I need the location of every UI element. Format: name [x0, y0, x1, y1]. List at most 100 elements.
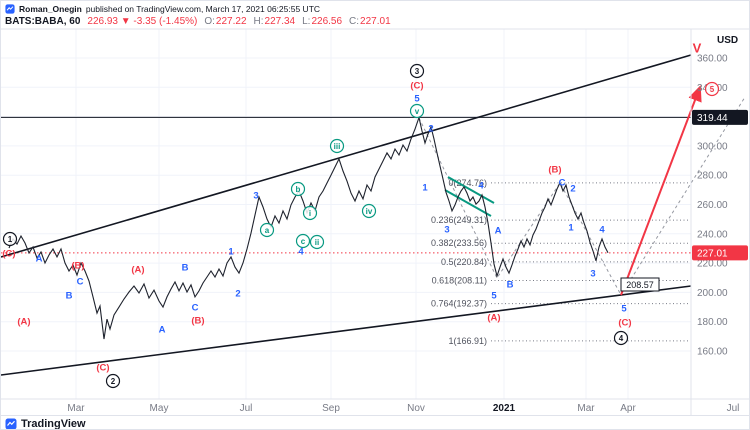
last-change-text: 226.93 ▼ -3.35 (-1.45%)	[87, 16, 198, 27]
price-axis-label: 360.00	[697, 54, 728, 65]
wave-label: (B)	[191, 316, 204, 327]
wave-label: (B)	[548, 165, 561, 176]
price-badge-label: 319.44	[697, 113, 728, 124]
wave-label: 5	[621, 304, 627, 315]
ohlc-open-value: 227.22	[215, 16, 247, 27]
wave-label: 5	[414, 94, 420, 105]
wave-label-circle	[613, 330, 629, 346]
wave-label: i	[309, 209, 311, 218]
price-axis-label: 300.00	[697, 141, 728, 152]
time-axis-label: Nov	[407, 403, 425, 414]
currency-label[interactable]: USD	[717, 35, 738, 46]
ohlc-high-value: 227.34	[264, 16, 296, 27]
wave-label: 2	[428, 124, 433, 135]
price-axis-label: 180.00	[697, 317, 728, 328]
price-badge	[692, 245, 748, 261]
wave-label: (C)	[96, 363, 109, 374]
wave-label: iv	[366, 207, 373, 216]
trendline	[1, 54, 692, 258]
wave-label-circle	[302, 205, 318, 221]
fib-level-label: 0.764(192.37)	[431, 299, 487, 309]
price-axis-label: 260.00	[697, 200, 728, 211]
wave-label: 1	[228, 247, 234, 258]
wave-label: iii	[334, 142, 341, 151]
ohlc-close-value: 227.01	[360, 16, 391, 27]
price-axis-label: 280.00	[697, 171, 728, 182]
tradingview-logo-icon[interactable]	[5, 418, 17, 430]
wave-label: C	[192, 303, 199, 314]
time-axis-label: Mar	[577, 403, 595, 414]
time-axis-label: Apr	[620, 403, 636, 414]
ohlc-high-label: H:	[253, 16, 264, 27]
symbol-title: BATS:BABA, 60	[5, 16, 81, 27]
ohlc-low-label: L:	[302, 16, 311, 27]
price-series-line	[8, 115, 609, 340]
price-badge-label: 227.01	[697, 248, 728, 259]
wave-label: 2	[111, 377, 116, 386]
wave-label: (A)	[17, 317, 30, 328]
wave-label: 3	[415, 67, 420, 76]
wave-label: 1	[422, 183, 428, 194]
wave-label: B	[182, 263, 189, 274]
footer-bar: TradingView	[1, 415, 749, 430]
wave-label: 3	[590, 269, 595, 280]
wave-label: A	[36, 254, 43, 265]
price-axis-label: 220.00	[697, 259, 728, 270]
wave-label-circle	[290, 181, 306, 197]
author-name[interactable]: Roman_Onegin	[19, 3, 82, 14]
wave-label-circle	[2, 231, 18, 247]
wave-label: 5	[491, 291, 497, 302]
wave-label-circle	[409, 103, 425, 119]
wave-label: (C)	[410, 81, 423, 92]
wave-label: (C)	[618, 318, 631, 329]
wave-label-circle	[309, 234, 325, 250]
trendline	[1, 285, 692, 376]
time-axis-label: May	[150, 403, 169, 414]
fib-level-label: 0.618(208.11)	[432, 276, 487, 286]
wave-label: 4	[298, 247, 304, 258]
wave-label: 4	[619, 334, 624, 343]
price-axis-label: 240.00	[697, 229, 728, 240]
wave-label: A	[159, 325, 166, 336]
wave-label: 3	[444, 225, 449, 236]
ohlc-low: L: 226.56	[302, 16, 342, 27]
tradingview-wordmark[interactable]: TradingView	[21, 417, 86, 430]
fib-level-label: 1(166.91)	[448, 336, 487, 346]
wave-label-circle	[259, 222, 275, 238]
wave-label: 5	[710, 85, 715, 94]
ohlc-close: C: 227.01	[349, 16, 391, 27]
wave-label: 4	[478, 181, 484, 192]
time-axis-label: Jul	[240, 403, 253, 414]
wave-label-circle	[105, 373, 121, 389]
wave-label: (B)	[71, 261, 84, 272]
fib-level-label: 0.236(249.31)	[431, 215, 487, 225]
fib-level-label: 0.382(233.56)	[431, 238, 487, 248]
wave-label: c	[301, 237, 306, 246]
wave-label-circle	[409, 63, 425, 79]
wave-label: (A)	[487, 313, 500, 324]
fib-level-label: 0.5(220.84)	[441, 257, 487, 267]
wave-label: 3	[253, 191, 258, 202]
price-flag-box	[620, 277, 660, 292]
price-badge	[692, 109, 748, 125]
wave-label: (A)	[131, 265, 144, 276]
ohlc-high: H: 227.34	[254, 16, 296, 27]
wave-label: B	[66, 291, 73, 302]
publish-byline: Roman_Onegin published on TradingView.co…	[5, 3, 320, 14]
fib-level-label: 0(274.76)	[448, 178, 487, 188]
wave-label: b	[296, 185, 301, 194]
wave-label: C	[77, 277, 84, 288]
wave-label: 1	[8, 235, 13, 244]
wave-label: A	[495, 226, 502, 237]
ohlc-close-label: C:	[349, 16, 360, 27]
time-axis-label: Jul	[727, 403, 740, 414]
price-axis-label: 160.00	[697, 347, 728, 358]
ohlc-low-value: 226.56	[311, 16, 343, 27]
byline-text: published on TradingView.com, March 17, …	[85, 3, 321, 14]
projection-arrow	[620, 85, 702, 296]
time-axis-label: Sep	[322, 403, 340, 414]
wave-label: 2	[235, 289, 240, 300]
wave-label-circle	[295, 233, 311, 249]
